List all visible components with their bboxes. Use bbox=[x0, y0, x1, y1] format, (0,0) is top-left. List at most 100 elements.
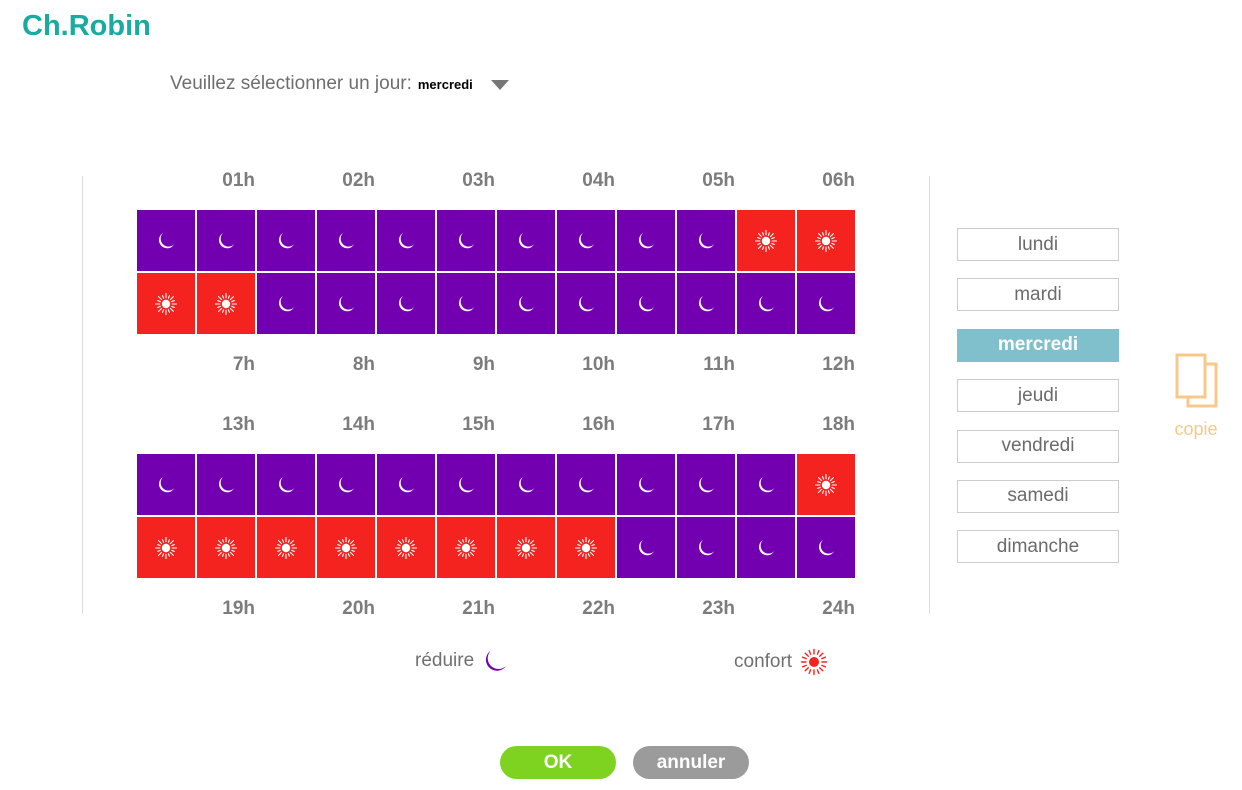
slot-cell-reduire[interactable] bbox=[677, 454, 735, 515]
slot-cell-reduire[interactable] bbox=[677, 210, 735, 271]
legend-confort: confort bbox=[734, 648, 828, 676]
hour-label: 10h bbox=[582, 354, 615, 375]
hour-labels-bottom-1: 7h 8h 9h 10h 11h 12h bbox=[137, 354, 857, 378]
slot-cell-reduire[interactable] bbox=[497, 273, 555, 334]
slot-cell-reduire[interactable] bbox=[797, 517, 855, 578]
slot-cell-confort[interactable] bbox=[137, 517, 195, 578]
hour-labels-top-1: 01h 02h 03h 04h 05h 06h bbox=[137, 170, 857, 194]
moon-icon bbox=[638, 232, 655, 248]
copy-button[interactable]: copie bbox=[1166, 352, 1226, 440]
slot-cell-reduire[interactable] bbox=[197, 454, 255, 515]
slot-cell-confort[interactable] bbox=[257, 517, 315, 578]
moon-icon bbox=[458, 232, 475, 248]
slot-cell-reduire[interactable] bbox=[437, 454, 495, 515]
ok-button[interactable]: OK bbox=[500, 746, 616, 779]
slot-cell-reduire[interactable] bbox=[497, 210, 555, 271]
slot-cell-reduire[interactable] bbox=[257, 210, 315, 271]
moon-icon bbox=[638, 295, 655, 311]
schedule-grid-1 bbox=[137, 210, 857, 335]
moon-icon bbox=[338, 476, 355, 492]
hour-label: 15h bbox=[462, 414, 495, 435]
hour-label: 21h bbox=[462, 598, 495, 619]
slot-cell-reduire[interactable] bbox=[257, 454, 315, 515]
slot-cell-reduire[interactable] bbox=[137, 454, 195, 515]
slot-cell-reduire[interactable] bbox=[437, 210, 495, 271]
hour-label: 9h bbox=[472, 354, 495, 375]
hour-label: 12h bbox=[822, 354, 855, 375]
hour-label: 16h bbox=[582, 414, 615, 435]
slot-cell-confort[interactable] bbox=[377, 517, 435, 578]
slot-cell-confort[interactable] bbox=[557, 517, 615, 578]
slot-cell-reduire[interactable] bbox=[737, 454, 795, 515]
slot-cell-reduire[interactable] bbox=[737, 517, 795, 578]
day-button-lundi[interactable]: lundi bbox=[957, 228, 1119, 261]
moon-icon bbox=[486, 650, 507, 671]
slot-cell-confort[interactable] bbox=[437, 517, 495, 578]
slot-cell-reduire[interactable] bbox=[557, 454, 615, 515]
slot-cell-reduire[interactable] bbox=[617, 210, 675, 271]
slot-cell-confort[interactable] bbox=[137, 273, 195, 334]
moon-icon bbox=[218, 232, 235, 248]
hour-label: 14h bbox=[342, 414, 375, 435]
hour-label: 19h bbox=[222, 598, 255, 619]
slot-cell-confort[interactable] bbox=[737, 210, 795, 271]
day-button-samedi[interactable]: samedi bbox=[957, 479, 1119, 513]
slot-cell-reduire[interactable] bbox=[377, 273, 435, 334]
slot-cell-confort[interactable] bbox=[197, 273, 255, 334]
moon-icon bbox=[338, 295, 355, 311]
slot-cell-reduire[interactable] bbox=[437, 273, 495, 334]
slot-cell-reduire[interactable] bbox=[797, 273, 855, 334]
slot-cell-reduire[interactable] bbox=[377, 454, 435, 515]
sun-icon bbox=[395, 536, 417, 559]
copy-icon[interactable] bbox=[1170, 352, 1222, 410]
day-button-jeudi[interactable]: jeudi bbox=[957, 379, 1119, 413]
day-button-mardi[interactable]: mardi bbox=[957, 278, 1119, 312]
day-select-value[interactable]: mercredi bbox=[417, 76, 473, 92]
slot-cell-confort[interactable] bbox=[797, 454, 855, 515]
moon-icon bbox=[398, 232, 415, 248]
moon-icon bbox=[638, 539, 655, 555]
slot-cell-confort[interactable] bbox=[197, 517, 255, 578]
slot-cell-confort[interactable] bbox=[497, 517, 555, 578]
slot-cell-reduire[interactable] bbox=[497, 454, 555, 515]
slot-cell-confort[interactable] bbox=[797, 210, 855, 271]
slot-cell-reduire[interactable] bbox=[317, 210, 375, 271]
slot-cell-reduire[interactable] bbox=[737, 273, 795, 334]
slot-cell-reduire[interactable] bbox=[557, 210, 615, 271]
slot-cell-confort[interactable] bbox=[317, 517, 375, 578]
hour-label: 06h bbox=[822, 170, 855, 191]
slot-cell-reduire[interactable] bbox=[617, 454, 675, 515]
moon-icon bbox=[698, 539, 715, 555]
day-button-dimanche[interactable]: dimanche bbox=[957, 530, 1119, 564]
hour-label: 7h bbox=[232, 354, 255, 375]
moon-icon bbox=[818, 539, 835, 555]
slot-cell-reduire[interactable] bbox=[257, 273, 315, 334]
hour-label: 17h bbox=[702, 414, 735, 435]
slot-cell-reduire[interactable] bbox=[677, 517, 735, 578]
day-button-mercredi[interactable]: mercredi bbox=[957, 328, 1119, 362]
cancel-button[interactable]: annuler bbox=[633, 746, 749, 779]
day-button-vendredi[interactable]: vendredi bbox=[957, 429, 1119, 463]
moon-icon bbox=[278, 232, 295, 248]
slot-cell-reduire[interactable] bbox=[617, 517, 675, 578]
day-select-dropdown[interactable]: Veuillez sélectionner un jour: mercredi bbox=[170, 73, 509, 95]
slot-cell-reduire[interactable] bbox=[317, 273, 375, 334]
slot-cell-reduire[interactable] bbox=[557, 273, 615, 334]
sun-icon bbox=[155, 292, 177, 315]
hour-label: 20h bbox=[342, 598, 375, 619]
legend-reduire-label: réduire bbox=[415, 650, 475, 671]
moon-icon bbox=[758, 476, 775, 492]
moon-icon bbox=[458, 476, 475, 492]
slot-cell-reduire[interactable] bbox=[377, 210, 435, 271]
sun-icon bbox=[155, 536, 177, 559]
chevron-down-icon[interactable] bbox=[490, 80, 509, 90]
hour-label: 03h bbox=[462, 170, 495, 191]
slot-cell-reduire[interactable] bbox=[617, 273, 675, 334]
slot-cell-reduire[interactable] bbox=[317, 454, 375, 515]
hour-label: 23h bbox=[702, 598, 735, 619]
slot-cell-reduire[interactable] bbox=[677, 273, 735, 334]
slot-cell-reduire[interactable] bbox=[197, 210, 255, 271]
copy-label: copie bbox=[1174, 419, 1218, 439]
slot-cell-reduire[interactable] bbox=[137, 210, 195, 271]
moon-icon bbox=[398, 476, 415, 492]
